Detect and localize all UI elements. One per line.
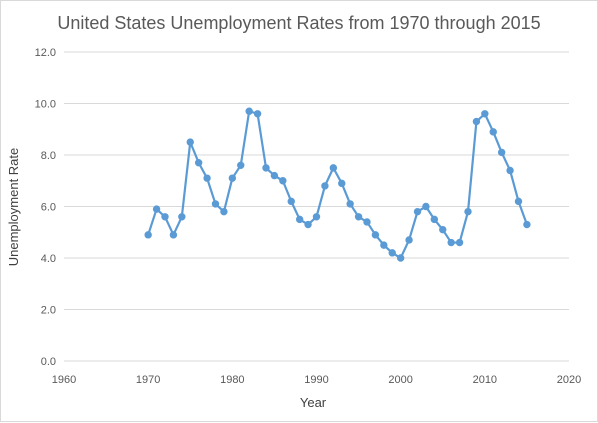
- gridlines: [64, 51, 569, 362]
- x-tick-label: 2000: [388, 374, 412, 386]
- data-point: [228, 174, 237, 182]
- data-point: [497, 148, 506, 157]
- data-point: [464, 207, 472, 216]
- data-point: [287, 197, 295, 206]
- x-tick-label: 2020: [557, 374, 581, 386]
- data-point: [447, 238, 455, 247]
- data-point: [220, 207, 228, 216]
- y-tick-label: 4.0: [41, 253, 56, 265]
- data-point: [304, 220, 312, 229]
- data-point: [144, 231, 152, 239]
- data-point: [186, 138, 194, 146]
- y-tick-label: 12.0: [35, 47, 56, 59]
- data-point: [211, 200, 220, 208]
- data-point: [338, 179, 346, 188]
- x-tick-label: 1990: [304, 374, 328, 386]
- data-point: [203, 174, 211, 182]
- data-point: [354, 213, 363, 221]
- data-point: [312, 213, 321, 221]
- data-point: [279, 177, 287, 185]
- data-point: [380, 241, 388, 249]
- data-point: [237, 161, 245, 170]
- data-point: [396, 254, 405, 262]
- data-point: [253, 110, 262, 118]
- data-point: [455, 238, 464, 247]
- data-point: [152, 205, 161, 213]
- data-point: [169, 231, 178, 239]
- y-axis-label: Unemployment Rate: [6, 148, 21, 267]
- data-point: [329, 164, 338, 172]
- data-point: [194, 159, 203, 167]
- y-tick-label: 0.0: [41, 356, 56, 368]
- chart-title: United States Unemployment Rates from 19…: [57, 13, 540, 33]
- data-point: [371, 231, 380, 239]
- data-point: [472, 117, 481, 126]
- data-point: [262, 164, 270, 172]
- y-tick-label: 2.0: [41, 305, 56, 317]
- series-line: [147, 110, 528, 260]
- data-point: [506, 166, 514, 175]
- x-tick-label: 1980: [220, 374, 244, 386]
- data-point: [178, 213, 186, 221]
- data-point: [405, 236, 413, 244]
- data-point: [523, 220, 531, 229]
- data-points: [144, 107, 531, 262]
- data-point: [161, 213, 169, 221]
- data-point: [413, 207, 422, 216]
- data-point: [422, 202, 430, 211]
- x-tick-label: 2010: [473, 374, 497, 386]
- data-point: [430, 215, 439, 224]
- data-point: [321, 182, 329, 190]
- data-point: [481, 110, 489, 118]
- y-tick-label: 8.0: [41, 150, 56, 162]
- data-point: [363, 218, 371, 226]
- x-axis-label: Year: [300, 395, 327, 410]
- x-tick-label: 1960: [52, 374, 76, 386]
- data-point: [346, 200, 354, 208]
- data-point: [388, 249, 396, 257]
- data-point: [514, 197, 523, 206]
- data-point: [295, 215, 304, 224]
- x-tick-label: 1970: [136, 374, 160, 386]
- x-axis-ticks: 1960 1970 1980 1990 2000 2010 2020: [52, 374, 581, 386]
- data-point: [245, 107, 253, 115]
- y-axis-ticks: 0.0 2.0 4.0 6.0 8.0 10.0 12.0: [35, 47, 56, 368]
- y-tick-label: 10.0: [35, 99, 56, 111]
- data-point: [270, 171, 279, 180]
- data-point: [439, 225, 447, 234]
- y-tick-label: 6.0: [41, 202, 56, 214]
- data-point: [489, 128, 497, 136]
